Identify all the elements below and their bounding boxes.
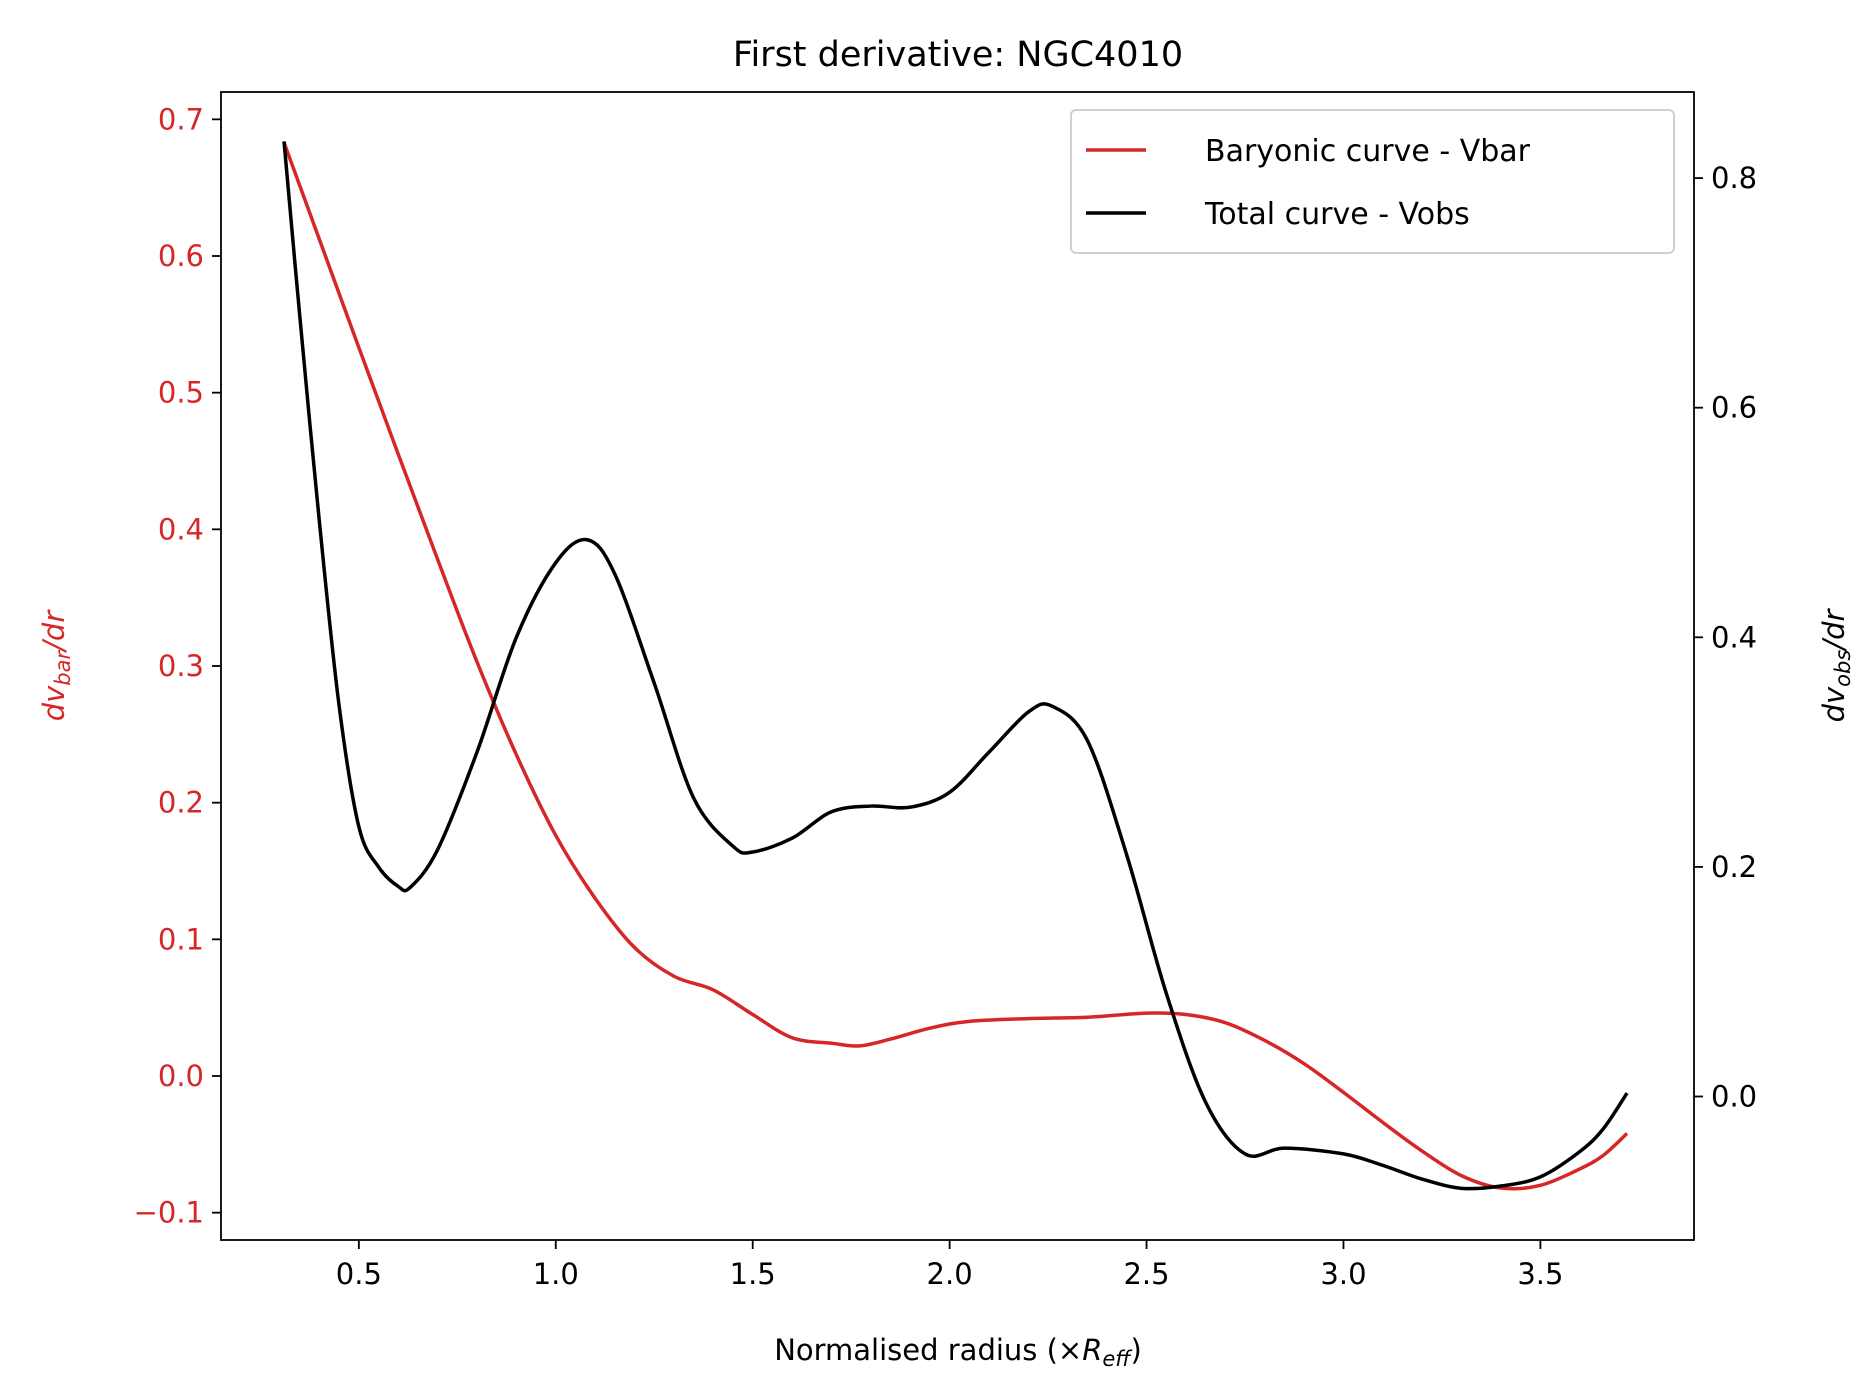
y-left-tick-label: 0.1 — [158, 922, 204, 956]
x-tick-label: 1.5 — [730, 1257, 776, 1291]
y-left-tick-label: −0.1 — [134, 1196, 204, 1230]
y-axis-right-label: dvobs/dr — [1817, 608, 1855, 723]
x-tick-label: 1.0 — [533, 1257, 579, 1291]
y-left-tick-label: 0.4 — [158, 512, 204, 546]
y-right-tick-label: 0.2 — [1711, 850, 1757, 884]
y-left-tick-label: 0.0 — [158, 1059, 204, 1093]
y-right-tick-label: 0.8 — [1711, 161, 1757, 195]
series-line-baryonic — [282, 141, 1629, 1191]
y-right-tick-label: 0.4 — [1711, 620, 1757, 654]
y-axis-right: 0.0 0.2 0.4 0.6 0.8 — [1694, 161, 1757, 1114]
y-right-tick-label: 0.6 — [1711, 391, 1757, 425]
chart-title: First derivative: NGC4010 — [733, 35, 1183, 75]
x-axis-label: Normalised radius (×Reff) — [774, 1333, 1142, 1371]
y-left-tick-label: 0.7 — [158, 102, 204, 136]
y-left-tick-label: 0.6 — [158, 239, 204, 273]
y-axis-left: −0.1 0.0 0.1 0.2 0.3 0.4 0.5 0.6 0.7 — [134, 102, 221, 1230]
y-axis-left-label: dvbar/dr — [37, 609, 75, 722]
y-left-tick-label: 0.3 — [158, 649, 204, 683]
y-right-tick-label: 0.0 — [1711, 1080, 1757, 1114]
legend-box — [1070, 109, 1675, 254]
x-axis: 0.5 1.0 1.5 2.0 2.5 3.0 3.5 — [336, 1240, 1563, 1291]
legend-label-total: Total curve - Vobs — [1204, 197, 1470, 232]
x-tick-label: 3.0 — [1320, 1257, 1366, 1291]
x-tick-label: 3.5 — [1517, 1257, 1563, 1291]
x-tick-label: 0.5 — [336, 1257, 382, 1291]
y-left-tick-label: 0.5 — [158, 376, 204, 410]
x-tick-label: 2.0 — [927, 1257, 973, 1291]
legend-label-baryonic: Baryonic curve - Vbar — [1205, 134, 1531, 169]
x-tick-label: 2.5 — [1123, 1257, 1169, 1291]
legend: Baryonic curve - Vbar Total curve - Vobs — [1070, 109, 1675, 254]
plot-area — [282, 141, 1629, 1191]
y-left-tick-label: 0.2 — [158, 786, 204, 820]
series-line-total — [282, 141, 1629, 1191]
